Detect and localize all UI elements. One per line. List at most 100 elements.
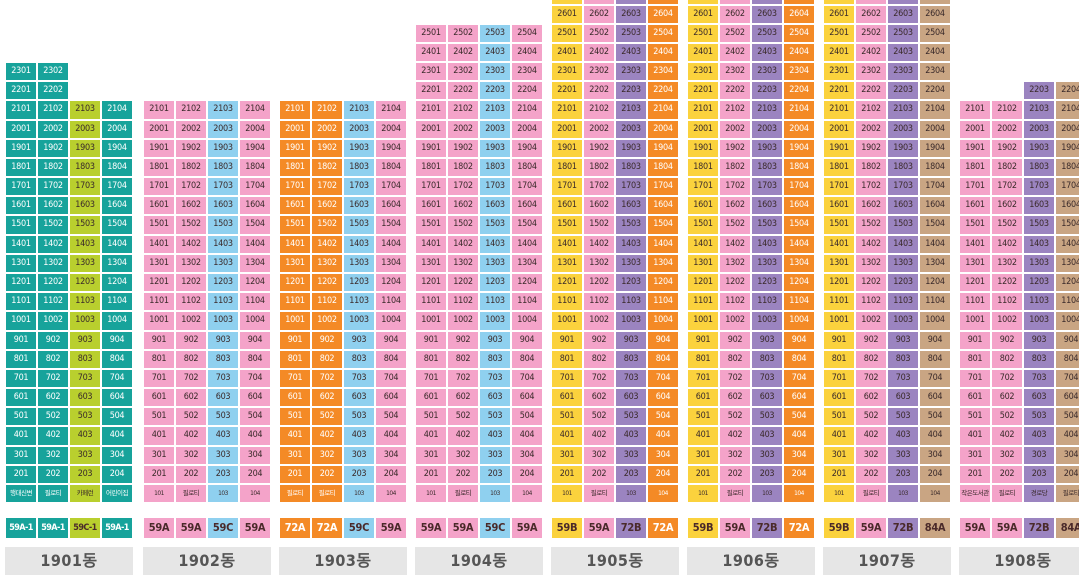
unit-cell: 303 [343,445,375,465]
unit-cell: 801 [279,349,311,369]
unit-cell: 401 [823,426,855,446]
unit-cell: 1104 [239,292,271,312]
unit-cell: 2702 [855,0,887,5]
first-floor-cell: 필로티 [175,484,207,504]
unit-cell: 2001 [551,119,583,139]
unit-cell: 1004 [647,311,679,331]
unit-cell: 1304 [511,253,543,273]
unit-cell: 1003 [343,311,375,331]
unit-cell: 301 [823,445,855,465]
unit-cell: 2103 [69,100,101,120]
unit-cell: 502 [37,407,69,427]
unit-cell: 1401 [415,234,447,254]
unit-cell: 2202 [855,81,887,101]
unit-cell: 1601 [143,196,175,216]
unit-cell: 1804 [783,157,815,178]
unit-cell: 1601 [551,196,583,216]
unit-cell: 1301 [279,253,311,273]
unit-cell: 2003 [343,119,375,139]
unit-type-label: 59C [207,517,239,539]
unit-cell: 1002 [447,311,479,331]
unit-cell: 1003 [479,311,511,331]
unit-cell: 1101 [551,292,583,312]
unit-cell: 903 [343,330,375,350]
unit-type-label: 59A [583,517,615,539]
unit-cell: 1702 [37,177,69,197]
first-floor-cell: 필로티 [583,484,615,504]
unit-cell: 1804 [1055,157,1079,178]
unit-cell: 2304 [511,62,543,82]
unit-cell: 401 [551,426,583,446]
unit-cell: 1802 [855,157,887,178]
unit-cell: 1204 [647,273,679,293]
unit-cell: 1402 [311,234,343,254]
unit-cell: 1002 [583,311,615,331]
unit-cell: 2102 [719,100,751,120]
unit-cell: 201 [143,464,175,484]
unit-cell: 2104 [919,100,951,120]
unit-cell: 1802 [37,157,69,178]
unit-cell: 801 [687,349,719,369]
unit-cell: 1503 [479,215,511,235]
unit-cell: 1802 [447,157,479,178]
unit-cell: 1301 [143,253,175,273]
unit-cell: 1503 [207,215,239,235]
unit-cell: 702 [175,368,207,389]
unit-cell: 1602 [37,196,69,216]
unit-cell: 702 [447,368,479,389]
unit-cell: 2404 [511,42,543,63]
unit-cell: 1904 [783,138,815,158]
unit-cell: 2601 [823,4,855,24]
unit-cell: 1801 [959,157,991,178]
unit-cell: 1303 [207,253,239,273]
unit-cell: 502 [719,407,751,427]
unit-cell: 1002 [175,311,207,331]
unit-cell: 203 [69,464,101,484]
unit-cell: 1701 [5,177,37,197]
unit-cell: 1402 [583,234,615,254]
unit-cell: 803 [751,349,783,369]
unit-cell: 2602 [855,4,887,24]
unit-cell: 2103 [887,100,919,120]
unit-cell: 1401 [959,234,991,254]
first-floor-cell: 어린이집 [101,484,133,504]
unit-cell: 1601 [687,196,719,216]
unit-cell: 1803 [69,157,101,178]
unit-cell: 1001 [279,311,311,331]
unit-cell: 1404 [919,234,951,254]
unit-cell: 604 [1055,388,1079,408]
unit-cell: 1304 [375,253,407,273]
unit-cell: 1501 [143,215,175,235]
unit-cell: 2401 [415,42,447,63]
building-name-label: 1903동 [279,547,407,575]
unit-cell: 1504 [511,215,543,235]
unit-cell: 1201 [551,273,583,293]
unit-cell: 601 [279,388,311,408]
building-name-label: 1905동 [551,547,679,575]
unit-cell: 1502 [583,215,615,235]
unit-cell: 802 [583,349,615,369]
unit-cell: 1004 [511,311,543,331]
unit-cell: 202 [311,464,343,484]
first-floor-cell: 필로티 [1055,484,1079,504]
unit-cell: 2604 [919,4,951,24]
unit-cell: 1304 [783,253,815,273]
unit-cell: 1601 [5,196,37,216]
first-floor-cell: 104 [647,484,679,504]
unit-cell: 1301 [959,253,991,273]
first-floor-cell: 카페런 [69,484,101,504]
unit-cell: 2201 [415,81,447,101]
unit-cell: 1601 [415,196,447,216]
unit-cell: 2003 [1023,119,1055,139]
unit-cell: 1603 [751,196,783,216]
unit-cell: 304 [375,445,407,465]
unit-cell: 403 [615,426,647,446]
unit-cell: 1403 [69,234,101,254]
unit-cell: 404 [511,426,543,446]
unit-cell: 1003 [887,311,919,331]
unit-cell: 1104 [101,292,133,312]
unit-cell: 402 [175,426,207,446]
unit-cell: 2704 [919,0,951,5]
unit-cell: 304 [101,445,133,465]
unit-type-label: 59A [959,517,991,539]
